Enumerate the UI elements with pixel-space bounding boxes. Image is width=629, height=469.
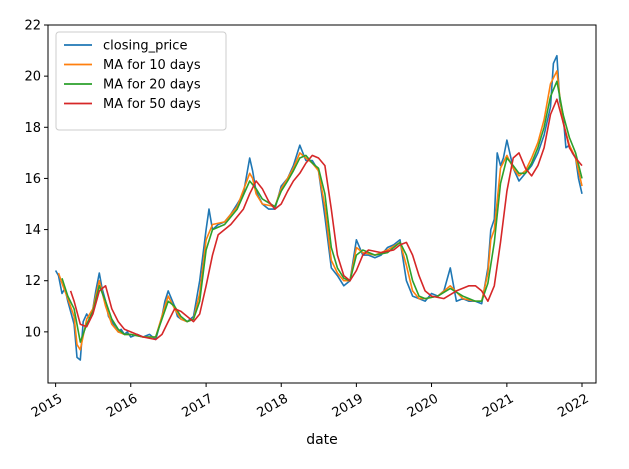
x-tick-label: 2018 (255, 391, 291, 421)
y-tick-label: 12 (24, 274, 41, 289)
series-line-1 (54, 54, 583, 361)
legend-entry-label: MA for 10 days (103, 58, 201, 73)
series-line-4 (69, 98, 583, 341)
legend-box (55, 31, 227, 131)
x-axis-label: date (306, 432, 338, 448)
y-tick-label: 10 (24, 325, 41, 340)
x-tick-label: 2015 (29, 391, 65, 421)
x-tick-label: 2016 (104, 391, 140, 421)
y-tick-label: 14 (24, 223, 41, 238)
x-tick-label: 2019 (330, 391, 366, 421)
y-tick-label: 22 (24, 19, 41, 34)
y-tick-label: 18 (24, 121, 41, 136)
legend-entry-label: closing_price (103, 39, 187, 54)
y-tick-label: 16 (24, 172, 41, 187)
legend: closing_price MA for 10 days MA for 20 day… (55, 31, 227, 131)
y-tick-label: 20 (24, 70, 41, 85)
legend-entry-label: MA for 20 days (103, 78, 201, 93)
x-tick-label: 2022 (555, 391, 591, 421)
x-tick-label: 2021 (480, 391, 516, 421)
x-tick-label: 2020 (405, 391, 441, 421)
series-line-3 (61, 80, 583, 343)
legend-entry-label: MA for 50 days (103, 97, 201, 112)
plot-frame (47, 24, 597, 384)
x-tick-label: 2017 (179, 391, 215, 421)
